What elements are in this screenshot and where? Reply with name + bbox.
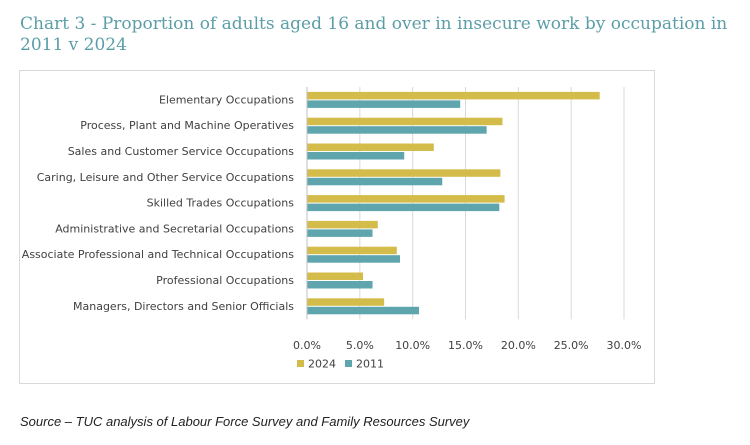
bar-2011 (307, 255, 400, 263)
legend-label: 2011 (356, 358, 384, 371)
category-label: Skilled Trades Occupations (147, 197, 295, 210)
bar-2024 (307, 143, 434, 151)
chart-title: Chart 3 - Proportion of adults aged 16 a… (20, 14, 728, 55)
x-tick-label: 20.0% (501, 339, 536, 352)
bar-2011 (307, 203, 500, 212)
category-label: Sales and Customer Service Occupations (68, 145, 295, 158)
legend-swatch-2024 (297, 360, 304, 367)
bar-2024 (307, 220, 378, 229)
bar-2024 (307, 195, 505, 203)
bar-2011 (307, 126, 487, 134)
x-tick-label: 25.0% (554, 339, 589, 352)
category-label: Administrative and Secretarial Occupatio… (55, 222, 294, 235)
x-tick-label: 30.0% (607, 339, 642, 352)
bar-2011 (307, 177, 443, 186)
chart-area: Elementary Occupations Process, Plant and… (19, 70, 655, 384)
legend-label: 2024 (308, 358, 336, 371)
bar-2011 (307, 306, 420, 315)
category-label: Process, Plant and Machine Operatives (80, 119, 294, 132)
bar-2011 (307, 100, 461, 108)
bar-2011 (307, 229, 373, 237)
legend-swatch-2011 (345, 360, 352, 367)
category-label: Associate Professional and Technical Occ… (22, 248, 294, 261)
category-label: Professional Occupations (156, 274, 294, 287)
category-label: Managers, Directors and Senior Officials (73, 300, 294, 313)
x-tick-label: 0.0% (293, 339, 321, 352)
category-label: Elementary Occupations (159, 93, 294, 106)
bar-2024 (307, 298, 385, 306)
bar-2024 (307, 169, 501, 177)
source-note: Source – TUC analysis of Labour Force Su… (20, 414, 470, 429)
category-label: Caring, Leisure and Other Service Occupa… (37, 171, 295, 184)
x-tick-label: 15.0% (448, 339, 483, 352)
bar-2011 (307, 152, 405, 160)
x-tick-label: 5.0% (346, 339, 374, 352)
bar-2024 (307, 91, 600, 100)
bar-2024 (307, 246, 397, 255)
bar-2011 (307, 281, 373, 289)
bar-2024 (307, 272, 364, 280)
bar-chart: Elementary Occupations Process, Plant and… (22, 87, 642, 371)
bar-2024 (307, 117, 503, 126)
x-tick-label: 10.0% (395, 339, 430, 352)
